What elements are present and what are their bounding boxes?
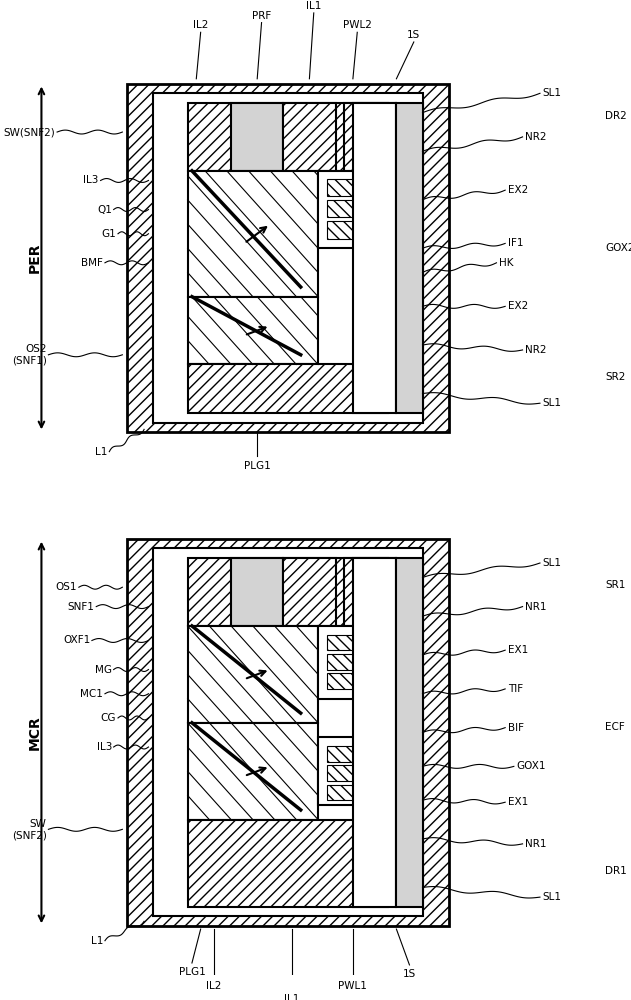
Bar: [353, 558, 396, 907]
Text: PRF: PRF: [252, 11, 271, 21]
Bar: [153, 548, 423, 916]
Text: SL1: SL1: [543, 558, 562, 568]
Text: OS1: OS1: [56, 582, 77, 592]
Text: MG: MG: [95, 665, 112, 675]
Bar: [127, 539, 449, 926]
Text: EX2: EX2: [508, 301, 528, 311]
Bar: [231, 558, 283, 626]
Text: IL3: IL3: [83, 175, 99, 185]
Bar: [318, 626, 405, 699]
Text: OS2
(SNF1): OS2 (SNF1): [12, 344, 47, 366]
Text: EX1: EX1: [508, 797, 528, 807]
Text: NR2: NR2: [525, 345, 546, 355]
Bar: [327, 200, 357, 217]
Text: NR2: NR2: [525, 132, 546, 142]
Bar: [327, 765, 357, 781]
Text: EX2: EX2: [508, 185, 528, 195]
Bar: [396, 103, 423, 413]
Text: IF1: IF1: [508, 238, 523, 248]
Bar: [327, 221, 357, 239]
Text: SNF1: SNF1: [68, 602, 95, 612]
Bar: [187, 297, 318, 364]
Bar: [127, 84, 449, 432]
Bar: [187, 626, 318, 723]
Text: OXF1: OXF1: [63, 635, 90, 645]
Bar: [327, 654, 357, 670]
Text: 1S: 1S: [407, 30, 420, 40]
Bar: [153, 93, 423, 423]
Text: EX1: EX1: [508, 645, 528, 655]
Text: PER: PER: [28, 243, 42, 273]
Text: GOX2: GOX2: [605, 243, 631, 253]
Text: DR2: DR2: [605, 111, 627, 121]
Text: Q1: Q1: [97, 205, 112, 215]
Text: L1: L1: [95, 447, 107, 457]
Text: IL2: IL2: [193, 20, 208, 30]
Text: GOX1: GOX1: [516, 761, 546, 771]
Text: TIF: TIF: [508, 684, 523, 694]
Bar: [396, 558, 423, 907]
Text: NR1: NR1: [525, 839, 546, 849]
Text: DR1: DR1: [605, 866, 627, 876]
Text: 1S: 1S: [403, 969, 416, 979]
Text: SL1: SL1: [543, 398, 562, 408]
Bar: [327, 746, 357, 762]
Bar: [327, 673, 357, 689]
Text: IL1: IL1: [285, 994, 300, 1000]
Bar: [187, 364, 387, 413]
Bar: [283, 103, 336, 171]
Bar: [283, 558, 336, 626]
Text: PWL1: PWL1: [338, 981, 367, 991]
Text: BMF: BMF: [81, 258, 103, 268]
Text: CG: CG: [101, 713, 116, 723]
Text: SR2: SR2: [605, 372, 625, 382]
Text: IL1: IL1: [306, 1, 321, 11]
Text: G1: G1: [102, 229, 116, 239]
Bar: [327, 785, 357, 800]
Text: L1: L1: [91, 936, 103, 946]
Bar: [344, 558, 396, 626]
Text: PLG1: PLG1: [179, 967, 205, 977]
Bar: [187, 820, 387, 907]
Text: MCR: MCR: [28, 715, 42, 750]
Bar: [187, 558, 387, 626]
Text: SR1: SR1: [605, 580, 625, 590]
Text: MC1: MC1: [80, 689, 103, 699]
Text: HK: HK: [499, 258, 514, 268]
Text: PWL2: PWL2: [343, 20, 372, 30]
Text: NR1: NR1: [525, 602, 546, 612]
Bar: [187, 723, 318, 820]
Text: SL1: SL1: [543, 892, 562, 902]
Bar: [353, 103, 396, 413]
Text: IL3: IL3: [97, 742, 112, 752]
Text: BIF: BIF: [508, 723, 524, 733]
Text: SW(SNF2): SW(SNF2): [4, 127, 56, 137]
Bar: [327, 635, 357, 650]
Text: SW
(SNF2): SW (SNF2): [12, 819, 47, 840]
Text: SL1: SL1: [543, 88, 562, 98]
Bar: [231, 103, 283, 171]
Bar: [344, 103, 396, 171]
Bar: [187, 103, 387, 171]
Bar: [318, 737, 405, 805]
Text: ECF: ECF: [605, 722, 625, 732]
Text: PLG1: PLG1: [244, 461, 271, 471]
Bar: [318, 171, 405, 248]
Text: IL2: IL2: [206, 981, 221, 991]
Bar: [327, 179, 357, 196]
Bar: [187, 171, 318, 297]
